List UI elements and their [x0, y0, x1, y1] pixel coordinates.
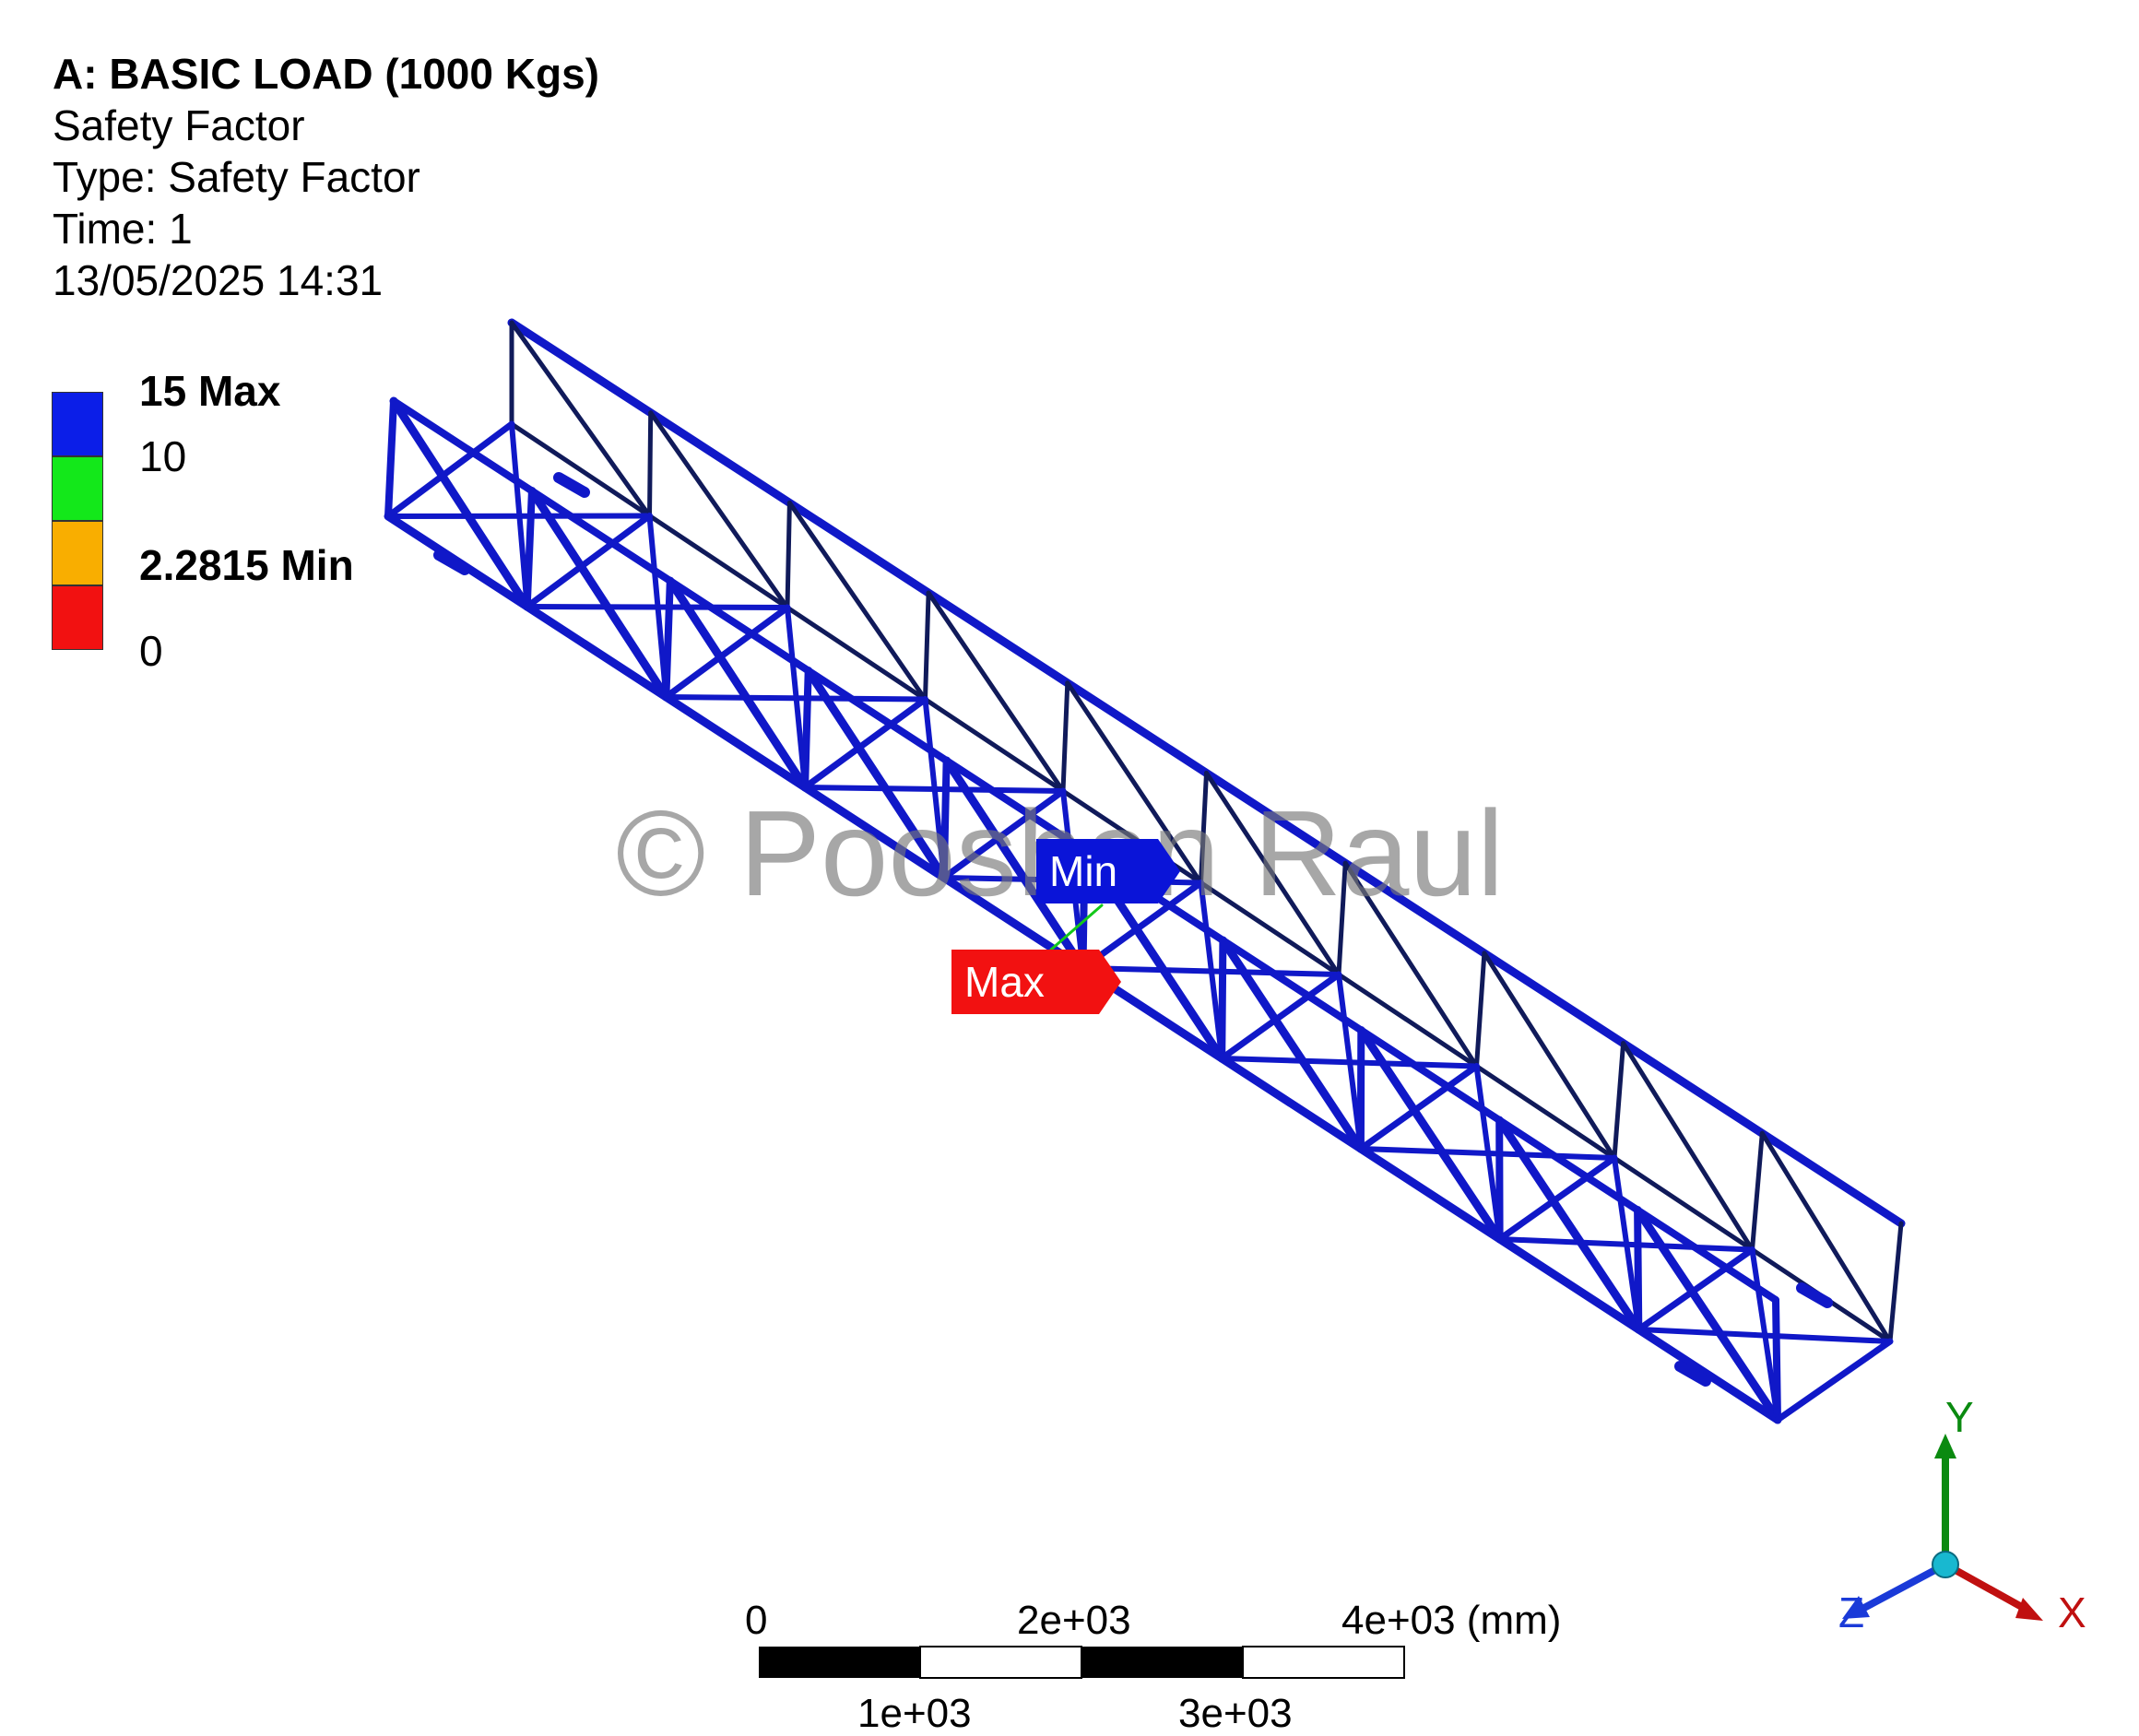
x-axis-line — [1945, 1565, 2028, 1611]
scale-label-4e3: 4e+03 (mm) — [1341, 1600, 1561, 1641]
z-axis-line — [1862, 1565, 1945, 1609]
z-axis-label: Z — [1838, 1591, 1864, 1634]
scale-label-2e3: 2e+03 — [1017, 1600, 1131, 1641]
x-axis-label: X — [2058, 1591, 2086, 1634]
scale-label-1e3: 1e+03 — [857, 1694, 972, 1734]
scale-seg-3 — [1081, 1647, 1243, 1678]
scale-seg-4 — [1243, 1647, 1404, 1678]
scale-label-0: 0 — [745, 1600, 767, 1641]
triad-origin-sphere — [1932, 1552, 1958, 1577]
y-axis-label: Y — [1945, 1396, 1974, 1438]
scale-seg-2 — [920, 1647, 1081, 1678]
scale-seg-1 — [759, 1647, 920, 1678]
scale-label-3e3: 3e+03 — [1178, 1694, 1293, 1734]
triad-graphic — [1798, 1383, 2074, 1623]
x-axis-arrowhead — [2015, 1598, 2043, 1621]
